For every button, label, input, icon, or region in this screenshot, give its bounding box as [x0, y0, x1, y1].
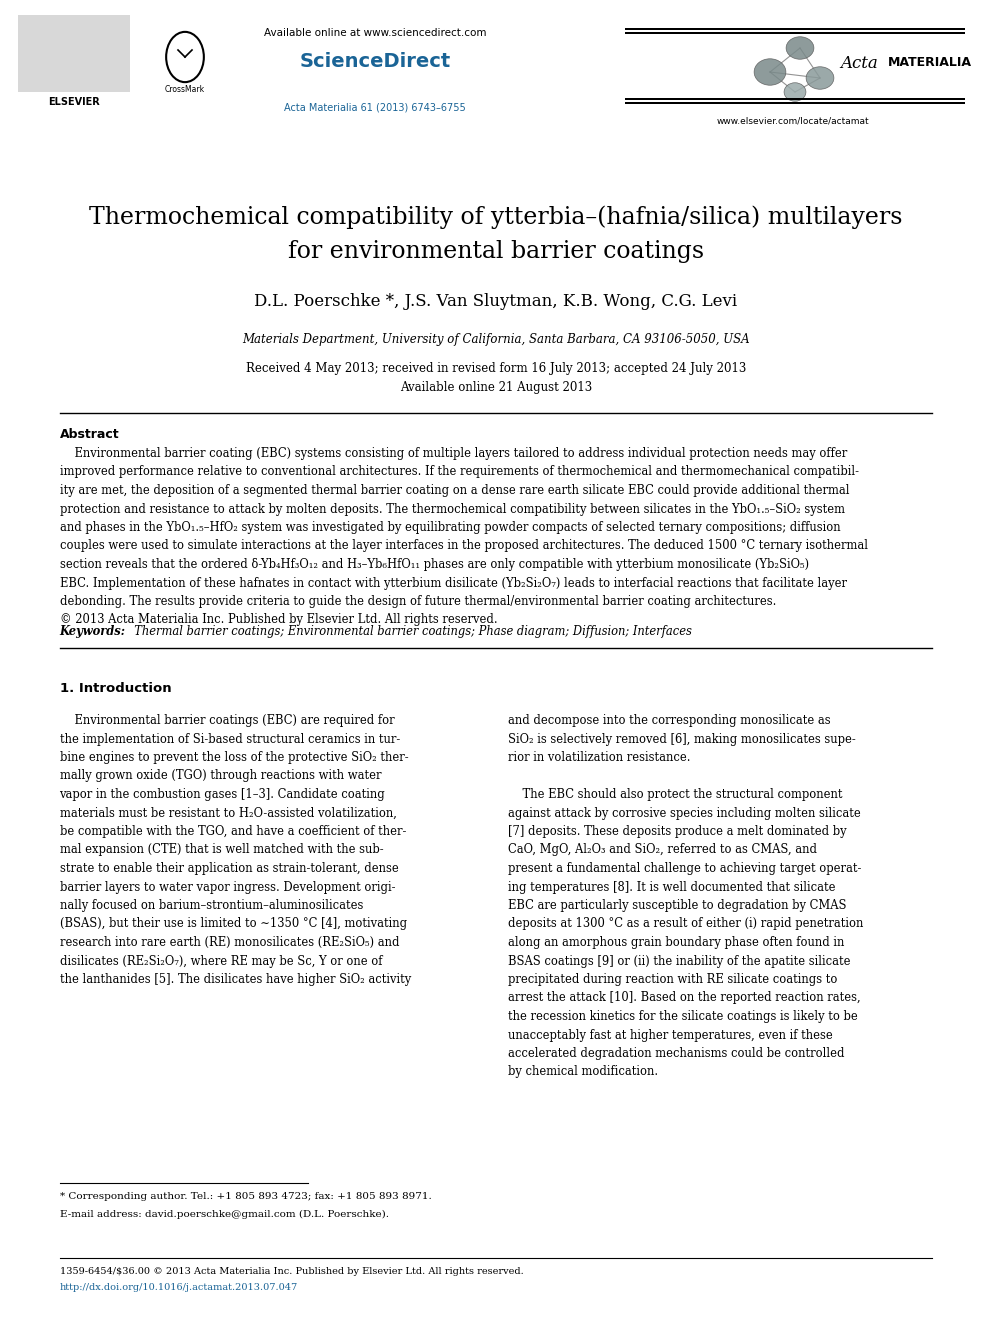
Text: Environmental barrier coatings (EBC) are required for
the implementation of Si-b: Environmental barrier coatings (EBC) are…: [60, 714, 411, 986]
Ellipse shape: [784, 83, 806, 102]
Text: Thermochemical compatibility of ytterbia–(hafnia/silica) multilayers: Thermochemical compatibility of ytterbia…: [89, 205, 903, 229]
Text: * Corresponding author. Tel.: +1 805 893 4723; fax: +1 805 893 8971.: * Corresponding author. Tel.: +1 805 893…: [60, 1192, 432, 1201]
Text: Received 4 May 2013; received in revised form 16 July 2013; accepted 24 July 201: Received 4 May 2013; received in revised…: [246, 363, 746, 374]
Text: ScienceDirect: ScienceDirect: [300, 52, 450, 71]
Text: http://dx.doi.org/10.1016/j.actamat.2013.07.047: http://dx.doi.org/10.1016/j.actamat.2013…: [60, 1283, 298, 1293]
Text: Acta Materialia 61 (2013) 6743–6755: Acta Materialia 61 (2013) 6743–6755: [284, 103, 466, 112]
Ellipse shape: [754, 58, 786, 85]
Text: Materials Department, University of California, Santa Barbara, CA 93106-5050, US: Materials Department, University of Cali…: [242, 333, 750, 347]
Text: Available online 21 August 2013: Available online 21 August 2013: [400, 381, 592, 394]
Text: ELSEVIER: ELSEVIER: [49, 97, 100, 107]
Text: Available online at www.sciencedirect.com: Available online at www.sciencedirect.co…: [264, 28, 486, 38]
Text: Keywords:: Keywords:: [60, 624, 126, 638]
Text: 1359-6454/$36.00 © 2013 Acta Materialia Inc. Published by Elsevier Ltd. All righ: 1359-6454/$36.00 © 2013 Acta Materialia …: [60, 1267, 523, 1275]
Text: CrossMark: CrossMark: [165, 85, 205, 94]
Bar: [625, 28, 965, 30]
Bar: [625, 102, 965, 105]
Bar: [625, 98, 965, 101]
Ellipse shape: [786, 37, 813, 60]
Text: and decompose into the corresponding monosilicate as
SiO₂ is selectively removed: and decompose into the corresponding mon…: [508, 714, 864, 1078]
Text: Abstract: Abstract: [60, 429, 119, 441]
Bar: [625, 32, 965, 34]
Text: MATERIALIA: MATERIALIA: [888, 57, 972, 70]
Text: Thermal barrier coatings; Environmental barrier coatings; Phase diagram; Diffusi: Thermal barrier coatings; Environmental …: [127, 624, 691, 638]
Text: 1. Introduction: 1. Introduction: [60, 681, 172, 695]
Text: E-mail address: david.poerschke@gmail.com (D.L. Poerschke).: E-mail address: david.poerschke@gmail.co…: [60, 1211, 389, 1218]
Bar: [18, 15, 130, 93]
Text: D.L. Poerschke *, J.S. Van Sluytman, K.B. Wong, C.G. Levi: D.L. Poerschke *, J.S. Van Sluytman, K.B…: [254, 292, 738, 310]
Text: www.elsevier.com/locate/actamat: www.elsevier.com/locate/actamat: [716, 116, 869, 124]
Text: Acta: Acta: [840, 54, 878, 71]
Ellipse shape: [806, 66, 834, 89]
Text: Environmental barrier coating (EBC) systems consisting of multiple layers tailor: Environmental barrier coating (EBC) syst…: [60, 447, 868, 627]
Text: for environmental barrier coatings: for environmental barrier coatings: [288, 239, 704, 263]
